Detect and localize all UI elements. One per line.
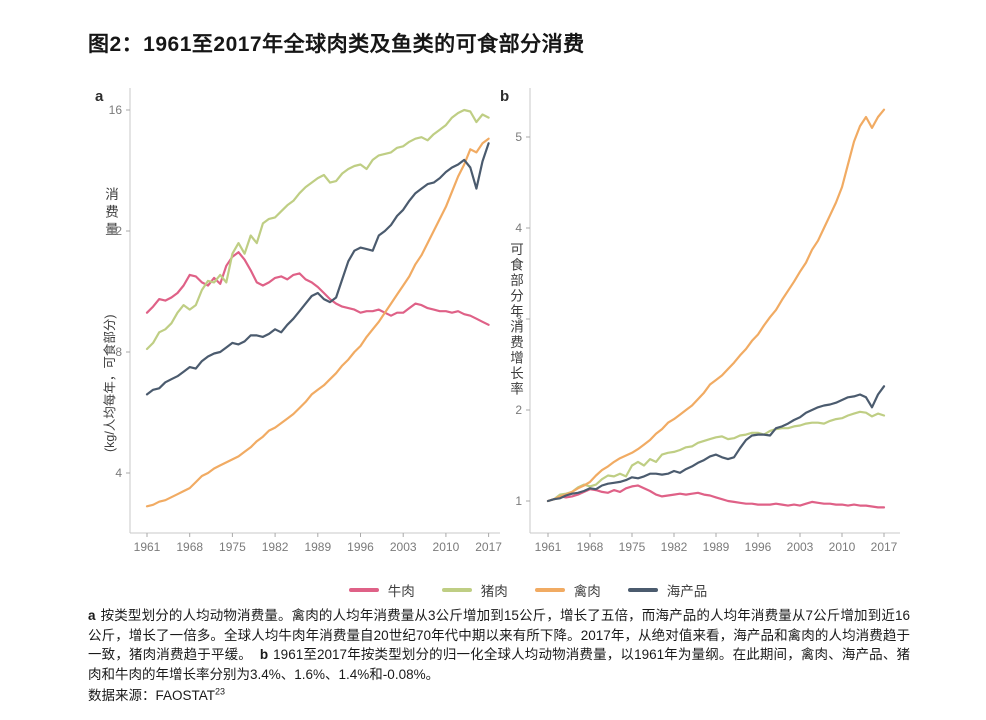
panel-a-plot: 4 8 12 16 1961 1968 1975 1982 1989 1996 2003 2010 20… (109, 88, 502, 554)
legend-swatch-seafood-icon (627, 588, 658, 592)
panel-b-y-tick-label: 5 (515, 130, 522, 144)
legend-label-beef: 牛肉 (387, 584, 415, 599)
legend-label-seafood: 海产品 (666, 584, 708, 599)
panel-b-y-tick-label: 2 (515, 403, 522, 417)
panel-b-x-tick-label: 2010 (829, 540, 856, 554)
panel-a-series-line-pork (145, 108, 490, 351)
panel-a-x-tick-label: 1961 (134, 540, 161, 554)
legend-swatch-pork-icon (441, 588, 472, 592)
data-source-label: 数据来源：FAOSTAT (88, 688, 216, 703)
legend-item-beef: 牛肉 (348, 580, 415, 600)
legend-label-poultry: 禽肉 (573, 584, 601, 599)
panel-a-x-tick-label: 1989 (304, 540, 331, 554)
panel-b-series-line-beef (546, 484, 886, 509)
data-source-superscript: 23 (215, 686, 226, 697)
legend-item-seafood: 海产品 (627, 580, 708, 600)
figure-title: 图2：1961至2017年全球肉类及鱼类的可食部分消费 (88, 33, 585, 56)
panel-b-x-tick-label: 1968 (577, 540, 604, 554)
caption-text-a: 按类型划分的人均动物消费量。禽肉的人均年消费量从3公斤增加到15公斤，增长了五倍… (88, 608, 910, 662)
panel-a-series-line-seafood (145, 142, 490, 396)
caption-marker-b: b (259, 647, 269, 662)
panel-b-x-tick-label: 2017 (871, 540, 898, 554)
legend-item-pork: 猪肉 (441, 580, 508, 600)
panel-a-y-tick-label: 4 (115, 466, 122, 480)
panel-a-series-line-poultry (145, 137, 490, 508)
data-source: 数据来源：FAOSTAT23 (88, 684, 225, 704)
legend-item-poultry: 禽肉 (534, 580, 601, 600)
panel-b-y-axis-title: 可食部分年消费增长率 (508, 242, 523, 397)
panel-b-x-tick-label: 1975 (619, 540, 646, 554)
panel-b-x-tick-label: 1989 (703, 540, 730, 554)
panel-a-x-tick-label: 2010 (433, 540, 460, 554)
panel-a-x-tick-label: 1996 (347, 540, 374, 554)
panel-a-y-axis-title: 消费量 (103, 187, 118, 240)
panel-b-series-line-poultry (546, 108, 886, 503)
panel-b-x-tick-label: 1961 (535, 540, 562, 554)
panel-a-y-tick-label: 8 (115, 345, 122, 359)
panel-a-x-tick-label: 1975 (219, 540, 246, 554)
caption-marker-a: a (88, 608, 96, 623)
panel-b-y-tick-label: 3 (515, 312, 522, 326)
legend-swatch-poultry-icon (534, 588, 565, 592)
panel-b-series-line-pork (546, 410, 886, 503)
panel-b-x-tick-label: 1996 (745, 540, 772, 554)
panel-a-y-tick-label: 16 (109, 103, 123, 117)
panel-b-x-tick-label: 1982 (661, 540, 688, 554)
panel-a-label: a (95, 88, 104, 105)
caption-text-b: 1961至2017年按类型划分的归一化全球人均动物消费量，以1961年为量纲。在… (88, 647, 910, 682)
figure-caption: a 按类型划分的人均动物消费量。禽肉的人均年消费量从3公斤增加到15公斤，增长了五… (88, 606, 910, 684)
panel-a-x-tick-label: 2017 (475, 540, 502, 554)
panel-a-x-tick-label: 2003 (390, 540, 417, 554)
legend-swatch-beef-icon (348, 588, 379, 592)
panel-b-y-tick-label: 4 (515, 221, 522, 235)
panel-a-x-tick-label: 1968 (176, 540, 203, 554)
panel-b-series-line-seafood (546, 385, 886, 503)
legend: 牛肉 猪肉 禽肉 海产品 (88, 580, 968, 600)
panel-b-x-tick-label: 2003 (787, 540, 814, 554)
panel-b-plot: 1 2 3 4 5 1961 1968 1975 1982 1989 1996 2003 2010 201… (515, 88, 900, 554)
panel-a-x-tick-label: 1982 (262, 540, 289, 554)
panel-b-y-tick-label: 1 (515, 494, 522, 508)
panel-a-series-line-beef (145, 251, 490, 326)
panel-a-y-tick-label: 12 (109, 224, 123, 238)
panel-b-label: b (500, 88, 510, 105)
legend-label-pork: 猪肉 (480, 584, 508, 599)
